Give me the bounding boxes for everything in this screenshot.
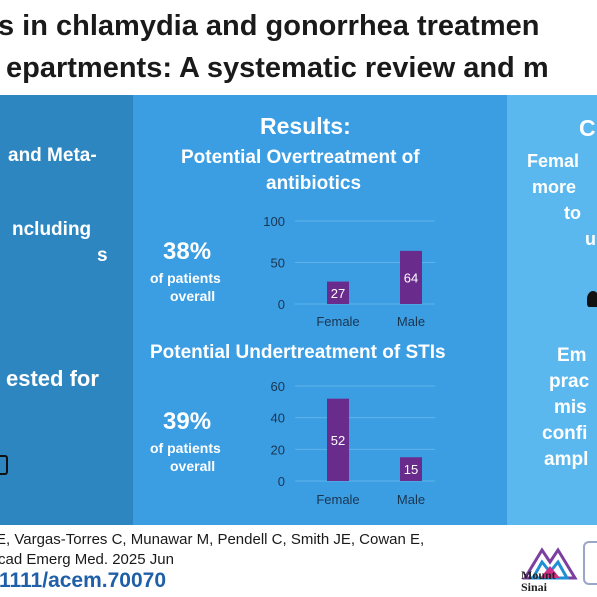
undertreatment-sub-1: of patients <box>150 440 221 456</box>
title-line-1: s in chlamydia and gonorrhea treatmen <box>0 10 540 42</box>
chart-2-y-tick-label: 20 <box>271 442 285 457</box>
logo-text: Mount Sinai <box>521 569 556 593</box>
chart-1-y-tick-label: 0 <box>278 297 285 312</box>
conclusion-text-6: prac <box>549 371 590 392</box>
clipboard-icon <box>0 455 8 475</box>
logo-text-line-2: Sinai <box>521 580 548 594</box>
chart-2-bar-male <box>400 457 422 481</box>
overtreatment-percent: 38% <box>163 238 212 265</box>
chart-2-bar-female <box>327 398 349 481</box>
chart-2-category-label-female: Female <box>316 492 359 507</box>
conclusion-text-5: Em <box>557 345 587 366</box>
conclusion-panel: C Femal more to u Em prac mis confi ampl <box>507 95 597 525</box>
methods-text-1: and Meta- <box>8 145 97 166</box>
overtreatment-sub-2: overall <box>170 288 216 304</box>
conclusion-text-3: to <box>564 203 581 223</box>
conclusion-text-2: more <box>532 177 577 197</box>
methods-text-4: ested for <box>6 366 99 391</box>
logo-text-line-1: Mount <box>521 568 556 582</box>
overtreatment-title-line-1: Potential Overtreatment of <box>181 147 420 168</box>
conclusion-text-1: Femal <box>527 151 580 171</box>
conclusion-text-7: mis <box>554 397 587 418</box>
citation-line-1: E, Vargas-Torres C, Munawar M, Pendell C… <box>0 531 425 548</box>
citation-line-2: cad Emerg Med. 2025 Jun <box>0 551 174 568</box>
chart-2-y-tick-label: 60 <box>271 379 285 394</box>
results-panel: Results: Potential Overtreatment of anti… <box>133 95 507 525</box>
undertreatment-title: Potential Undertreatment of STIs <box>150 342 446 363</box>
chart-2-data-label-male: 15 <box>404 462 418 477</box>
chart-1-category-label-male: Male <box>397 314 425 329</box>
methods-text-3: s <box>97 245 108 266</box>
title-banner: s in chlamydia and gonorrhea treatmen ep… <box>0 0 597 95</box>
overtreatment-title-line-2: antibiotics <box>266 173 362 194</box>
chart-1-bar-female <box>327 281 349 304</box>
methods-panel: and Meta- ncluding s ested for <box>0 95 133 525</box>
person-icon <box>587 291 597 307</box>
undertreatment-sub-2: overall <box>170 458 216 474</box>
undertreatment-percent: 39% <box>163 408 212 435</box>
results-heading: Results: <box>260 113 351 139</box>
chart-1-data-label-female: 27 <box>331 286 345 301</box>
chart-2-category-label-male: Male <box>397 492 425 507</box>
mount-sinai-logo <box>522 547 578 580</box>
title-line-2: epartments: A systematic review and m <box>6 52 549 84</box>
conclusion-text-9: ampl <box>544 449 589 470</box>
doi-link[interactable]: 1111/acem.70070 <box>0 569 167 592</box>
chart-1-data-label-male: 64 <box>404 270 418 285</box>
partner-logo-fragment <box>583 541 597 585</box>
chart-2-data-label-female: 52 <box>331 433 345 448</box>
chart-1-y-tick-label: 50 <box>271 256 285 271</box>
chart-2-y-tick-label: 40 <box>271 411 285 426</box>
methods-text-2: ncluding <box>12 219 92 240</box>
chart-1-category-label-female: Female <box>316 314 359 329</box>
overtreatment-sub-1: of patients <box>150 270 221 286</box>
chart-1-y-tick-label: 100 <box>263 214 285 229</box>
chart-2-y-tick-label: 0 <box>278 474 285 489</box>
overtreatment-bar-chart: 0 50 100 27 Female 64 Male 0 20 40 60 52 Female 15 Mal… <box>263 214 435 507</box>
chart-1-bar-male <box>400 250 422 304</box>
conclusion-text-4: u <box>585 229 596 249</box>
conclusion-text-8: confi <box>542 423 588 444</box>
conclusion-heading: C <box>579 115 596 141</box>
citation-footer: E, Vargas-Torres C, Munawar M, Pendell C… <box>0 525 597 597</box>
